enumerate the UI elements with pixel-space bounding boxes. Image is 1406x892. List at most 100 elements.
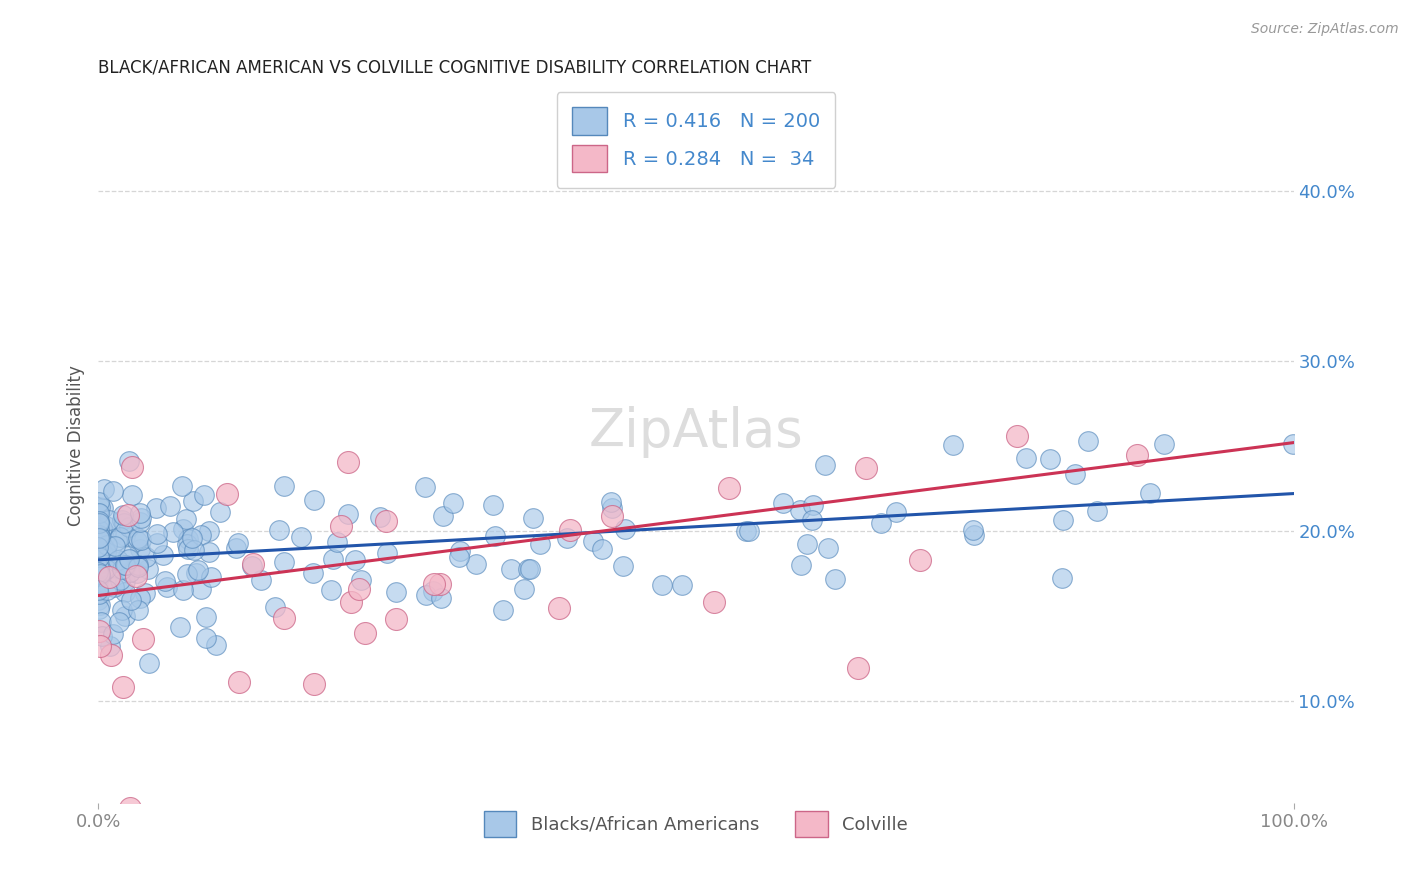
Point	[162, 525, 184, 540]
Point	[1039, 452, 1062, 467]
Point	[118, 454, 141, 468]
Point	[111, 602, 134, 616]
Text: BLACK/AFRICAN AMERICAN VS COLVILLE COGNITIVE DISABILITY CORRELATION CHART: BLACK/AFRICAN AMERICAN VS COLVILLE COGNI…	[98, 59, 811, 77]
Point	[671, 577, 693, 591]
Point	[492, 603, 515, 617]
Point	[484, 529, 506, 543]
Point	[87, 555, 110, 569]
Point	[195, 631, 218, 645]
Point	[118, 552, 141, 566]
Text: ZipAtlas: ZipAtlas	[589, 406, 803, 458]
Point	[1005, 429, 1028, 443]
Point	[250, 574, 273, 588]
Point	[264, 599, 287, 614]
Point	[1063, 467, 1085, 482]
Point	[186, 566, 208, 581]
Point	[118, 566, 141, 580]
Point	[152, 548, 174, 562]
Point	[190, 582, 212, 596]
Point	[529, 537, 551, 551]
Point	[582, 534, 605, 549]
Point	[368, 509, 391, 524]
Point	[114, 558, 136, 573]
Point	[101, 484, 124, 499]
Point	[87, 532, 110, 546]
Point	[105, 554, 128, 568]
Point	[108, 530, 131, 544]
Point	[772, 495, 794, 509]
Point	[89, 566, 111, 581]
Point	[176, 566, 198, 581]
Point	[98, 639, 121, 653]
Point	[100, 648, 122, 662]
Point	[87, 541, 110, 555]
Point	[128, 591, 150, 605]
Point	[209, 505, 232, 519]
Point	[449, 549, 471, 564]
Point	[96, 561, 118, 575]
Point	[337, 507, 360, 521]
Point	[118, 801, 141, 815]
Point	[267, 523, 290, 537]
Point	[87, 526, 110, 541]
Point	[87, 506, 110, 520]
Point	[322, 551, 344, 566]
Point	[183, 543, 205, 558]
Point	[89, 533, 111, 547]
Point	[180, 532, 202, 546]
Point	[121, 459, 143, 474]
Point	[103, 626, 125, 640]
Point	[87, 524, 110, 538]
Point	[273, 479, 295, 493]
Point	[159, 499, 181, 513]
Point	[129, 511, 152, 525]
Point	[138, 657, 160, 671]
Point	[105, 533, 128, 547]
Point	[228, 675, 250, 690]
Point	[908, 553, 931, 567]
Point	[1139, 485, 1161, 500]
Point	[87, 506, 110, 520]
Point	[89, 640, 111, 654]
Point	[127, 559, 149, 574]
Point	[273, 611, 295, 625]
Point	[464, 558, 486, 572]
Point	[302, 677, 325, 691]
Y-axis label: Cognitive Disability: Cognitive Disability	[66, 366, 84, 526]
Point	[422, 584, 444, 599]
Point	[136, 561, 159, 575]
Point	[87, 592, 110, 607]
Point	[145, 500, 167, 515]
Point	[91, 629, 114, 643]
Point	[240, 559, 263, 574]
Point	[174, 512, 197, 526]
Point	[117, 549, 139, 564]
Point	[790, 558, 813, 572]
Legend: Blacks/African Americans, Colville: Blacks/African Americans, Colville	[477, 804, 915, 844]
Point	[703, 595, 725, 609]
Point	[111, 681, 134, 695]
Point	[187, 564, 209, 578]
Point	[96, 582, 118, 597]
Point	[87, 561, 110, 575]
Point	[93, 531, 115, 545]
Point	[94, 541, 117, 556]
Point	[1077, 434, 1099, 448]
Point	[796, 536, 818, 550]
Point	[1125, 448, 1147, 462]
Point	[319, 582, 342, 597]
Point	[651, 578, 673, 592]
Point	[89, 569, 111, 583]
Point	[429, 577, 451, 591]
Point	[613, 522, 636, 536]
Point	[87, 524, 110, 539]
Point	[87, 561, 110, 575]
Point	[430, 591, 453, 606]
Point	[91, 521, 114, 535]
Point	[522, 511, 544, 525]
Point	[374, 514, 396, 528]
Point	[98, 513, 121, 527]
Point	[415, 588, 437, 602]
Point	[555, 531, 578, 545]
Point	[134, 586, 156, 600]
